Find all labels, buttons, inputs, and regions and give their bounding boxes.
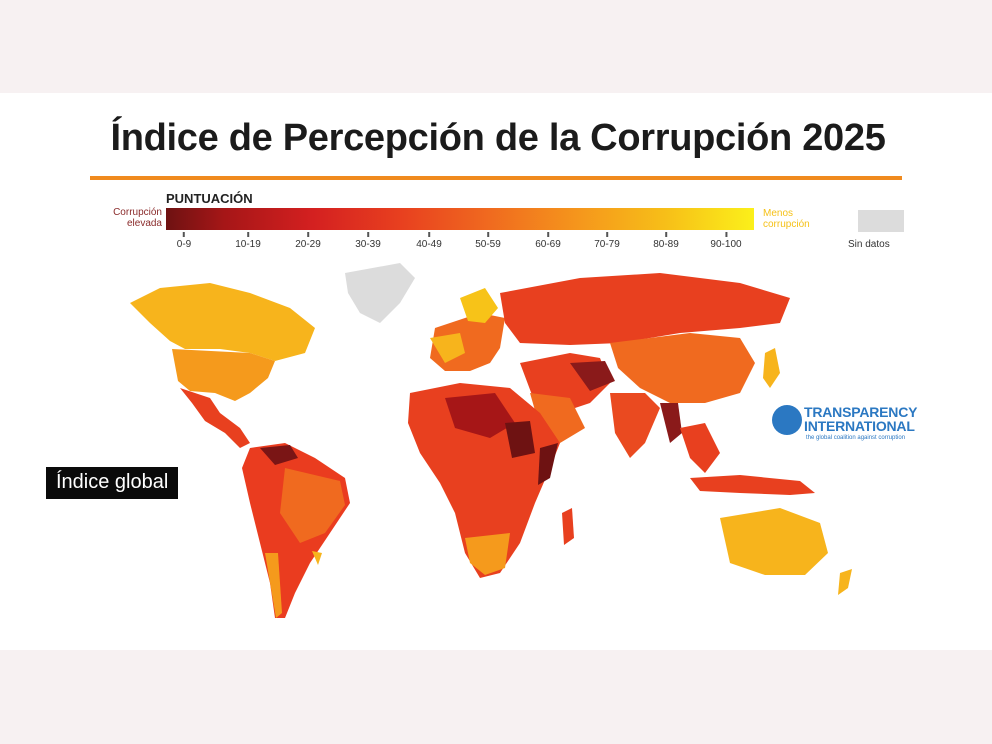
page-title: Índice de Percepción de la Corrupción 20… xyxy=(110,117,886,159)
legend-heading: PUNTUACIÓN xyxy=(166,191,253,206)
brazil-region xyxy=(280,468,345,543)
canada-region xyxy=(130,283,315,361)
title-divider xyxy=(90,176,902,180)
legend-tick: 20-29 xyxy=(295,239,321,250)
indonesia-region xyxy=(690,475,815,495)
uruguay-region xyxy=(312,551,322,565)
legend-tick: 60-69 xyxy=(535,239,561,250)
venezuela-region xyxy=(260,445,298,465)
logo-name-line2: INTERNATIONAL xyxy=(804,418,915,434)
infographic-panel: Índice de Percepción de la Corrupción 20… xyxy=(0,93,992,650)
legend-high-label: Menos corrupción xyxy=(763,208,810,230)
mexico-region xyxy=(180,388,250,448)
legend-color-scale xyxy=(166,208,754,230)
scandinavia-region xyxy=(460,288,498,323)
india-region xyxy=(610,393,660,458)
australia-region xyxy=(720,508,828,575)
caption-badge: Índice global xyxy=(46,467,179,499)
western-europe-region xyxy=(430,333,465,363)
madagascar-region xyxy=(562,508,574,545)
transparency-international-logo-icon xyxy=(772,405,802,435)
transparency-international-logo: TRANSPARENCY INTERNATIONAL the global co… xyxy=(772,403,932,443)
sahel-region xyxy=(445,393,515,438)
legend-no-data-label: Sin datos xyxy=(848,239,890,250)
legend-low-label: Corrupción elevada xyxy=(113,207,162,229)
world-map xyxy=(130,263,852,618)
usa-region xyxy=(172,349,275,401)
legend-no-data-swatch xyxy=(858,210,904,232)
legend-tick: 90-100 xyxy=(710,239,742,250)
iran-afghanistan-region xyxy=(570,361,615,391)
somalia-region xyxy=(538,443,558,485)
logo-name-line1: TRANSPARENCY xyxy=(804,404,918,420)
legend-tick: 70-79 xyxy=(594,239,620,250)
greenland-region xyxy=(345,263,415,323)
new-zealand-region xyxy=(838,569,852,595)
legend-tick: 0-9 xyxy=(176,239,192,250)
southern-africa-region xyxy=(465,533,510,575)
legend-tick: 10-19 xyxy=(235,239,261,250)
chile-region xyxy=(265,553,282,618)
china-region xyxy=(610,333,755,403)
legend-tick: 30-39 xyxy=(355,239,381,250)
legend-tick: 80-89 xyxy=(653,239,679,250)
myanmar-region xyxy=(660,403,682,443)
japan-region xyxy=(763,348,780,388)
logo-tagline: the global coalition against corruption xyxy=(806,435,906,441)
legend-tick: 50-59 xyxy=(475,239,501,250)
russia-region xyxy=(500,273,790,345)
sudan-region xyxy=(505,421,535,458)
legend-tick: 40-49 xyxy=(416,239,442,250)
logo-name: TRANSPARENCY INTERNATIONAL xyxy=(804,405,917,433)
southeast-asia-region xyxy=(680,423,720,473)
